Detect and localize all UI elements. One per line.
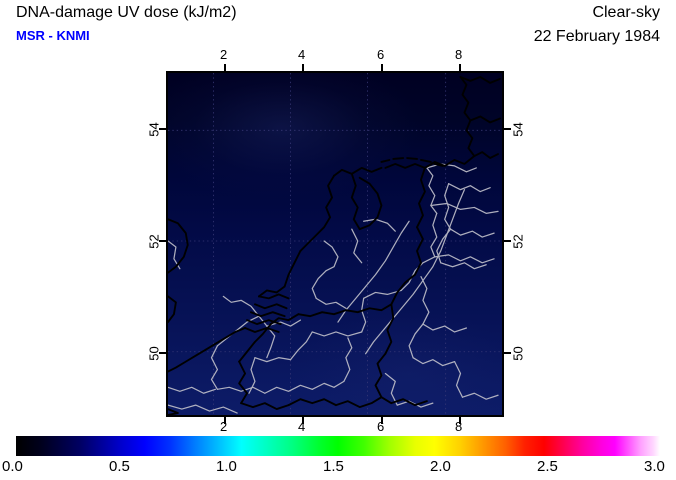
axis-label-bottom-1: 4 [298,419,306,434]
tick-left-52 [159,240,166,242]
tick-bottom-8 [459,417,461,424]
colorbar-label-0: 0.0 [2,458,23,475]
map-overlay-svg [168,73,502,415]
axis-label-bottom-0: 2 [220,419,228,434]
tick-right-50 [504,352,511,354]
tick-top-8 [459,64,461,71]
tick-bottom-4 [302,417,304,424]
graticule [168,73,502,415]
axis-label-bottom-3: 8 [455,419,463,434]
axis-label-top-1: 4 [298,47,306,62]
axis-label-left-2: 50 [146,346,162,361]
axis-label-left-1: 52 [146,234,162,249]
tick-top-2 [224,64,226,71]
axis-label-top-3: 8 [455,47,463,62]
provincial-borders [168,163,499,414]
colorbar-label-2: 1.0 [216,458,237,475]
axis-label-top-2: 6 [377,47,385,62]
axis-label-right-2: 50 [510,346,526,361]
colorbar-label-3: 1.5 [323,458,344,475]
axis-label-bottom-2: 6 [377,419,385,434]
tick-top-4 [302,64,304,71]
colorbar-label-4: 2.0 [430,458,451,475]
axis-label-left-0: 54 [146,122,162,137]
axis-label-right-1: 52 [510,234,526,249]
colorbar-label-1: 0.5 [109,458,130,475]
page-title: DNA-damage UV dose (kJ/m2) [16,4,237,21]
tick-right-52 [504,240,511,242]
axis-label-right-0: 54 [510,122,526,137]
sky-condition-label: Clear-sky [592,4,660,21]
tick-bottom-6 [381,417,383,424]
tick-left-50 [159,352,166,354]
axis-label-top-0: 2 [220,47,228,62]
institute-subtitle: MSR - KNMI [16,28,90,43]
colorbar-label-6: 3.0 [644,458,665,475]
colorbar-gradient [16,436,660,456]
colorbar-label-5: 2.5 [537,458,558,475]
tick-top-6 [381,64,383,71]
tick-right-54 [504,128,511,130]
tick-left-54 [159,128,166,130]
date-label: 22 February 1984 [533,28,660,45]
map-plot-area [166,71,504,417]
coastlines-and-national-borders [168,76,501,415]
tick-bottom-2 [224,417,226,424]
colorbar-container: 0.0 0.5 1.0 1.5 2.0 2.5 3.0 [0,432,676,480]
